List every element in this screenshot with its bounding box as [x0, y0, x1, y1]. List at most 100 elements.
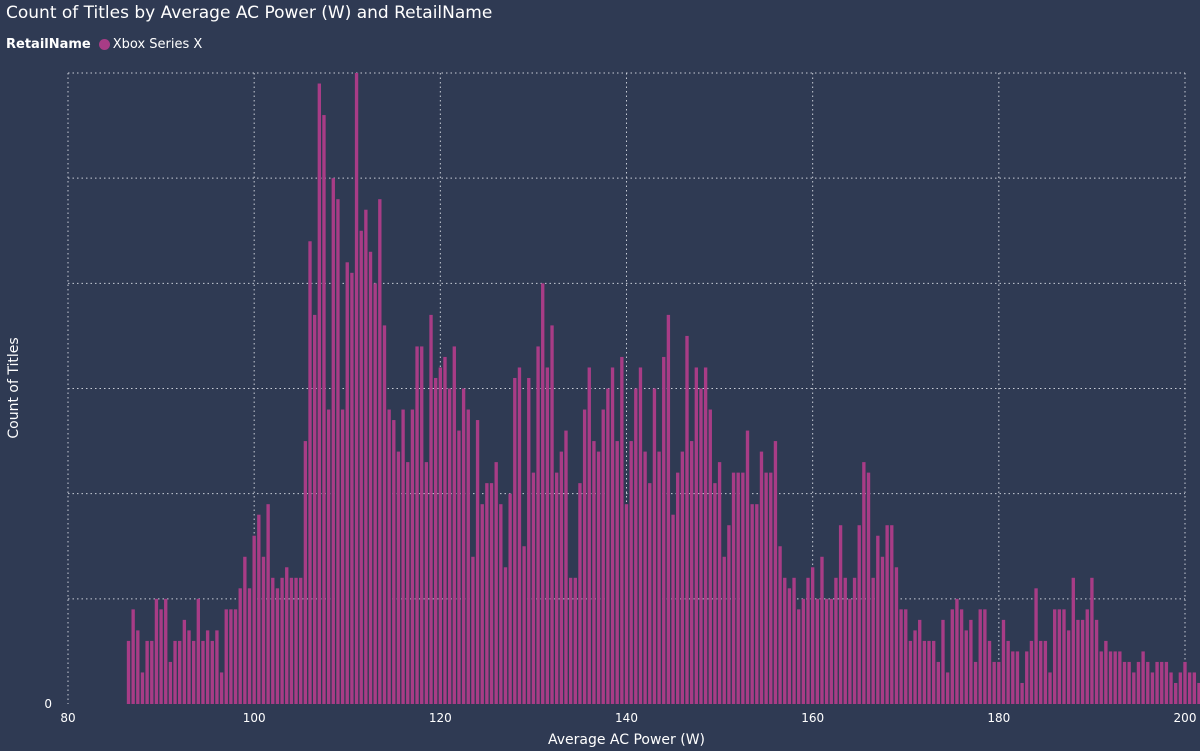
bar: [555, 472, 559, 704]
bar: [429, 314, 433, 704]
bar: [178, 640, 182, 704]
bar: [1136, 661, 1141, 704]
bar: [373, 283, 377, 704]
bar: [1071, 577, 1075, 704]
bar: [927, 640, 931, 704]
bar: [261, 556, 266, 704]
bar: [1122, 661, 1127, 704]
bar: [280, 577, 284, 704]
bar: [317, 83, 321, 704]
bar: [969, 619, 973, 704]
bar: [978, 609, 982, 704]
bar: [257, 514, 261, 704]
bar: [992, 661, 996, 704]
bar: [894, 567, 899, 704]
bar: [545, 367, 550, 704]
bar: [485, 483, 489, 704]
x-tick-label: 120: [429, 711, 452, 725]
bar: [494, 462, 498, 704]
bar: [997, 661, 1001, 704]
bar: [624, 504, 629, 704]
legend-series-name: Xbox Series X: [112, 37, 203, 52]
bar: [378, 199, 382, 704]
bar: [503, 567, 508, 704]
bar: [308, 241, 312, 704]
bar: [866, 472, 871, 704]
bar: [340, 409, 345, 704]
bar: [876, 535, 880, 704]
bar: [806, 577, 810, 704]
bar: [1104, 640, 1108, 704]
bar: [941, 619, 945, 704]
bar: [657, 451, 661, 704]
bar: [219, 672, 224, 704]
bar: [1011, 651, 1015, 704]
legend-title: RetailName: [6, 37, 91, 52]
bar: [136, 630, 140, 704]
bar: [1094, 619, 1099, 704]
bar: [1192, 672, 1196, 704]
bar: [1108, 651, 1113, 704]
bar: [368, 251, 373, 704]
bar: [415, 346, 419, 704]
bar: [420, 346, 424, 704]
bar: [1015, 651, 1020, 704]
bar: [820, 556, 824, 704]
bar: [471, 556, 475, 704]
bar: [1155, 661, 1159, 704]
bar: [1080, 619, 1085, 704]
bar: [918, 619, 922, 704]
bar: [913, 630, 917, 704]
bar: [1118, 651, 1122, 704]
bar: [275, 588, 280, 704]
bar: [652, 388, 657, 704]
bar: [406, 462, 410, 704]
y-tick-label: 0: [44, 697, 52, 711]
bar: [145, 640, 149, 704]
bar: [1141, 651, 1145, 704]
bar: [764, 472, 768, 704]
bar: [885, 525, 889, 704]
bar: [191, 640, 196, 704]
bar: [815, 598, 819, 704]
bar: [987, 640, 992, 704]
bar: [680, 451, 685, 704]
bar: [247, 588, 252, 704]
bar: [810, 567, 815, 704]
bar: [950, 609, 954, 704]
bar: [568, 577, 573, 704]
bar-series: [126, 73, 1200, 705]
x-axis-ticks: 80 100 120 140 160 180 200: [60, 711, 1196, 725]
bar: [159, 609, 163, 704]
x-tick-label: 180: [987, 711, 1010, 725]
bar: [741, 472, 745, 704]
bar: [689, 441, 694, 704]
bar: [382, 325, 387, 704]
bar: [313, 314, 317, 704]
bar: [164, 598, 168, 704]
bar: [1006, 640, 1010, 704]
bar: [699, 388, 703, 704]
bar: [890, 525, 894, 704]
bar: [1039, 640, 1043, 704]
bar: [392, 420, 396, 704]
bar: [215, 630, 219, 704]
bar: [489, 483, 494, 704]
bar: [1090, 577, 1094, 704]
bar: [959, 609, 964, 704]
bar: [466, 409, 470, 704]
bar: [610, 367, 615, 704]
bar: [666, 314, 671, 704]
bar: [461, 388, 466, 704]
bar: [1020, 682, 1024, 704]
bar: [717, 462, 722, 704]
bar: [838, 525, 843, 704]
bar: [1113, 651, 1117, 704]
bar: [1187, 672, 1192, 704]
bar: [531, 472, 536, 704]
bar: [201, 640, 205, 704]
bar: [168, 661, 173, 704]
bar: [932, 640, 936, 704]
chart-legend: RetailName Xbox Series X: [6, 37, 202, 52]
bar: [1164, 661, 1169, 704]
